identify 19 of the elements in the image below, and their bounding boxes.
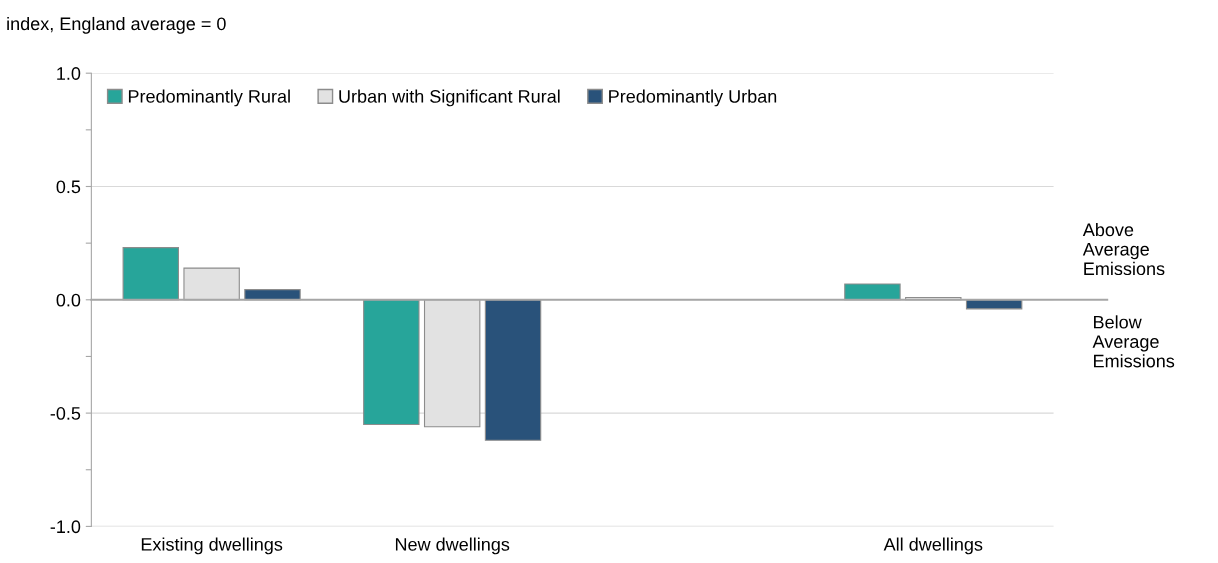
text: Above Average Emissions xyxy=(1082,222,1165,276)
bar xyxy=(122,247,179,301)
y-tick-label: 1.0 xyxy=(57,67,81,80)
x-tick-label: All dwellings xyxy=(883,537,983,555)
bar xyxy=(844,283,901,301)
bar xyxy=(363,299,420,425)
y-tick-label: -0.5 xyxy=(50,407,81,420)
legend-label: Predominantly Urban xyxy=(609,89,777,107)
y-tick-label: 0.5 xyxy=(56,180,81,194)
text: Below Average Emissions xyxy=(1092,315,1175,368)
y-tick-label: -1.0 xyxy=(50,520,81,534)
bar xyxy=(183,267,240,301)
y-tick-label: 0.0 xyxy=(56,293,81,307)
bar xyxy=(484,299,542,441)
x-tick-label: New dwellings xyxy=(395,537,510,555)
y-axis-title: index, England average = 0 xyxy=(7,16,226,34)
x-tick-label: Existing dwellings xyxy=(141,537,283,555)
legend-label: Predominantly Rural xyxy=(128,89,290,107)
legend-label: Urban with Significant Rural xyxy=(339,89,560,107)
